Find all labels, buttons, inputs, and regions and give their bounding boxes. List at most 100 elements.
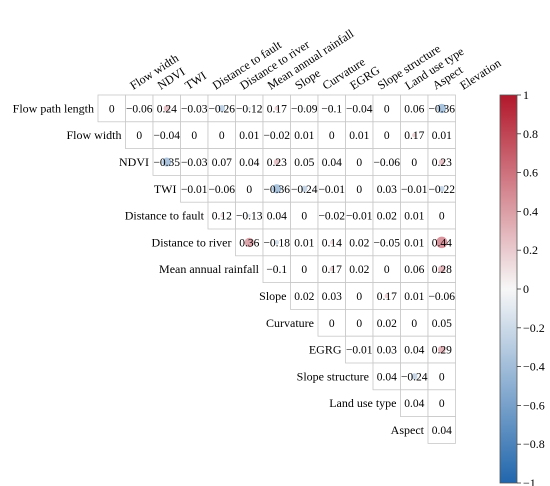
cell-value-label: 0.01 — [294, 237, 314, 249]
correlation-circle — [329, 240, 334, 245]
row-label-slope: Slope — [259, 289, 286, 303]
cell-border — [372, 201, 401, 230]
heatmap-cell: −0.05 — [372, 228, 401, 257]
cell-value-label: −0.24 — [401, 371, 428, 383]
heatmap-cell: −0.06 — [372, 148, 401, 176]
heatmap-cell: −0.02 — [317, 201, 346, 230]
cell-value-label: 0.01 — [432, 130, 452, 142]
heatmap-cell: 0.24 — [152, 94, 181, 123]
cell-value-label: −0.1 — [321, 103, 342, 115]
cell-border — [372, 362, 401, 391]
cell-border — [290, 201, 319, 230]
correlation-circle — [437, 103, 447, 114]
cell-value-label: −0.02 — [318, 211, 345, 223]
heatmap-cell: 0 — [207, 121, 236, 150]
correlation-circle — [247, 106, 251, 110]
correlation-circle — [413, 268, 416, 270]
heatmap-cell: 0.02 — [372, 308, 401, 337]
cell-value-label: 0 — [136, 130, 142, 142]
heatmap-cell: 0 — [317, 308, 346, 337]
cell-value-label: 0.02 — [349, 237, 369, 249]
heatmap-cell: 0.02 — [290, 282, 319, 310]
heatmap-cell: 0.04 — [372, 362, 401, 391]
heatmap-cell: −0.24 — [290, 174, 319, 203]
cell-border — [427, 389, 456, 417]
heatmap-cell: 0.36 — [235, 228, 264, 257]
heatmap-cell: 0.17 — [372, 282, 401, 310]
cell-value-label: 0.01 — [294, 130, 314, 142]
heatmap-cell: −0.06 — [125, 94, 154, 123]
heatmap-cell: −0.18 — [262, 228, 291, 257]
correlation-circle — [438, 185, 445, 192]
cell-value-label: −0.06 — [428, 291, 455, 303]
cell-value-label: −0.06 — [373, 157, 400, 169]
heatmap-cell: −0.09 — [290, 94, 319, 123]
correlation-circle — [162, 157, 172, 167]
row-label-distance-to-river: Distance to river — [152, 235, 232, 249]
cell-value-label: 0.29 — [432, 345, 452, 357]
row-label-ndvi: NDVI — [119, 155, 149, 169]
cell-border — [400, 282, 429, 310]
correlation-circle — [386, 241, 388, 244]
cell-value-label: −0.01 — [318, 184, 345, 196]
cell-value-label: −0.26 — [208, 103, 235, 115]
cell-border — [317, 308, 346, 337]
cell-border — [427, 362, 456, 391]
row-label-curvature: Curvature — [266, 316, 314, 330]
cell-value-label: 0 — [301, 264, 307, 276]
cell-value-label: 0.02 — [294, 291, 314, 303]
heatmap-cell: 0 — [180, 121, 209, 150]
colorbar-tick-label: −0.8 — [523, 437, 545, 451]
correlation-circle — [220, 161, 223, 163]
cell-value-label: −0.04 — [346, 103, 373, 115]
cell-value-label: 0 — [439, 398, 445, 410]
correlation-circle — [220, 214, 224, 218]
correlation-circle — [329, 266, 334, 272]
cell-value-label: 0.02 — [377, 318, 397, 330]
cell-value-label: 0.01 — [349, 130, 369, 142]
heatmap-cell: 0.03 — [372, 174, 401, 203]
correlation-circle — [273, 159, 280, 165]
correlation-circle — [138, 107, 141, 110]
cell-border — [97, 94, 126, 123]
colorbar: 1 0.8 0.6 0.4 0.2 0 −0.2 −0.4 −0.6 −0.8 −1 — [499, 88, 545, 486]
heatmap-cell: 0.29 — [427, 335, 456, 364]
heatmap-cell: −0.22 — [427, 174, 456, 203]
cell-border — [152, 121, 181, 150]
cell-value-label: 0.23 — [432, 157, 452, 169]
heatmap-cell: 0.01 — [427, 121, 456, 150]
cell-value-label: 0 — [356, 291, 362, 303]
heatmap-cell: −0.02 — [262, 121, 291, 150]
row-label-flow-width: Flow width — [66, 128, 121, 142]
row-label-slope-structure: Slope structure — [297, 369, 369, 383]
heatmap-cell: 0.04 — [262, 201, 291, 230]
correlation-circle — [437, 345, 446, 354]
heatmap-cell: −0.06 — [207, 174, 236, 203]
cell-border — [180, 94, 209, 123]
cell-value-label: 0 — [329, 318, 335, 330]
cell-value-label: 0 — [356, 157, 362, 169]
matrix-grid: 0 −0.06 0.24 −0.03 −0.26 −0.12 0.17 −0.09 −0.1 −0… — [97, 94, 456, 444]
heatmap-cell: 0 — [345, 308, 374, 337]
heatmap-cell: 0.23 — [262, 148, 291, 176]
row-label-mean-annual-rainfall: Mean annual rainfall — [159, 262, 260, 276]
cell-value-label: 0.05 — [432, 318, 452, 330]
correlation-circle — [411, 373, 418, 380]
correlation-circle — [330, 107, 334, 110]
cell-value-label: 0 — [301, 211, 307, 223]
heatmap-cell: 0 — [372, 94, 401, 123]
heatmap-cell: 0.01 — [345, 121, 374, 150]
cell-value-label: −0.36 — [263, 184, 290, 196]
heatmap-cell: 0 — [97, 94, 126, 123]
row-label-distance-to-fault: Distance to fault — [125, 209, 205, 223]
cell-value-label: 0.04 — [404, 398, 424, 410]
cell-value-label: 0.01 — [239, 130, 259, 142]
cell-border — [400, 148, 429, 176]
correlation-circle — [441, 322, 443, 324]
cell-border — [345, 335, 374, 364]
cell-value-label: 0.01 — [404, 291, 424, 303]
cell-border — [235, 121, 264, 150]
heatmap-cell: 0.02 — [372, 201, 401, 230]
heatmap-cell: 0 — [345, 148, 374, 176]
